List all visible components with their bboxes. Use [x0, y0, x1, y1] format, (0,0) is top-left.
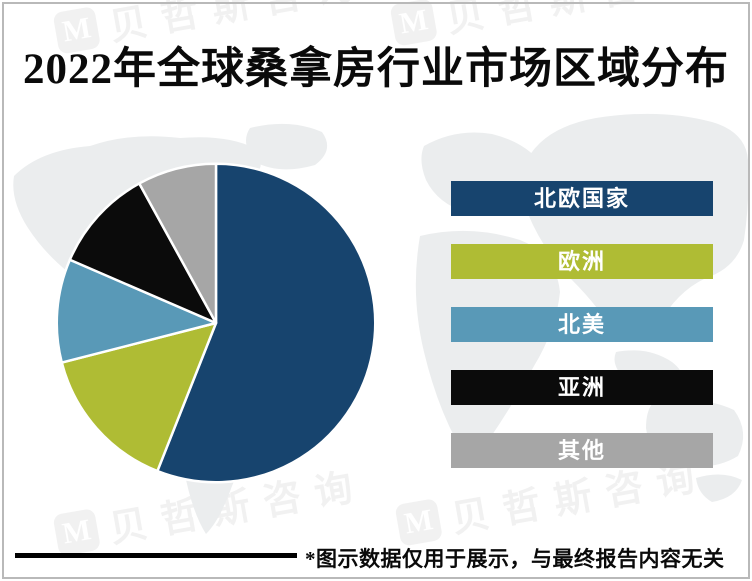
legend-label: 北欧国家	[533, 185, 630, 211]
pie-slice-5	[138, 162, 218, 325]
chart-legend: 北欧国家 欧洲 北美 亚洲 其他	[451, 181, 713, 468]
pie-chart	[51, 158, 381, 488]
legend-item-other: 其他	[451, 433, 713, 468]
page-title: 2022年全球桑拿房行业市场区域分布	[23, 46, 729, 93]
legend-label: 欧洲	[557, 248, 606, 274]
pie-slice-3	[55, 258, 218, 364]
footer-disclaimer: *图示数据仅用于展示，与最终报告内容无关	[305, 547, 725, 571]
legend-item-asia: 亚洲	[451, 370, 713, 405]
pie-slice-4	[68, 182, 218, 325]
legend-label: 亚洲	[557, 374, 606, 400]
footer-divider-line	[15, 553, 297, 558]
legend-label: 北美	[557, 311, 606, 337]
legend-label: 其他	[557, 437, 606, 463]
legend-item-europe: 欧洲	[451, 244, 713, 279]
pie-slice-2	[60, 321, 218, 473]
legend-item-nordic: 北欧国家	[451, 181, 713, 216]
pie-slice-1	[156, 162, 377, 484]
legend-item-north-america: 北美	[451, 307, 713, 342]
